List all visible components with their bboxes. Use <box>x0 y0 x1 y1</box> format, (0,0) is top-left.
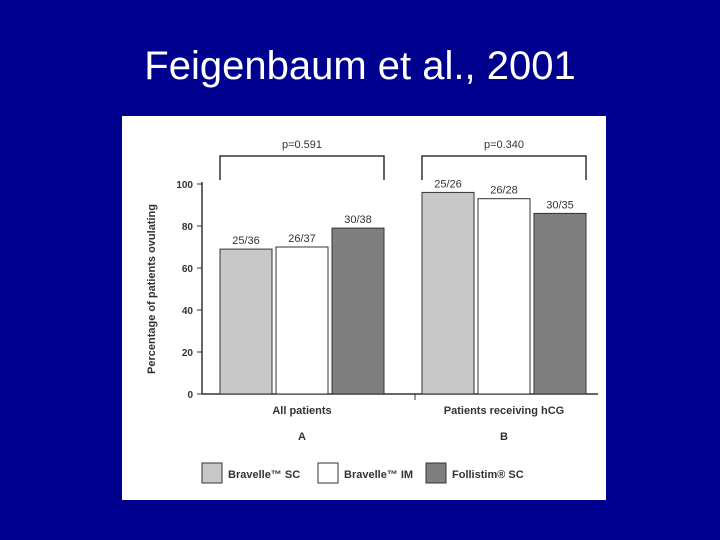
y-axis-title: Percentage of patients ovulating <box>146 204 158 374</box>
bar-all-patients-1 <box>219 248 273 395</box>
bar-data-label: 30/38 <box>344 214 372 226</box>
y-tick-label: 100 <box>176 180 193 191</box>
y-tick-label: 80 <box>182 222 194 233</box>
bar-data-label: 25/36 <box>232 235 260 247</box>
y-tick-label: 0 <box>187 390 193 401</box>
bar-hcg-2 <box>477 198 531 395</box>
bar-all-patients-3 <box>331 227 385 395</box>
significance-bracket <box>219 155 385 180</box>
x-category-label: All patients <box>272 405 331 417</box>
legend-swatch <box>425 462 447 484</box>
panel-label: A <box>298 431 306 443</box>
bar-data-label: 26/37 <box>288 233 316 245</box>
panel-label: B <box>500 431 508 443</box>
bar-hcg-1 <box>421 191 475 395</box>
bar-hcg-3 <box>533 212 587 395</box>
y-tick-label: 20 <box>182 348 194 359</box>
legend-label: Follistim® SC <box>452 469 524 481</box>
legend-swatch <box>317 462 339 484</box>
bar-data-label: 26/28 <box>490 185 518 197</box>
bar-all-patients-2 <box>275 246 329 395</box>
legend-label: Bravelle™ IM <box>344 469 413 481</box>
x-category-label: Patients receiving hCG <box>444 405 564 417</box>
legend-label: Bravelle™ SC <box>228 469 300 481</box>
p-value-label: p=0.591 <box>282 139 322 151</box>
significance-bracket <box>421 155 587 180</box>
bar-data-label: 25/26 <box>434 178 462 190</box>
slide-title: Feigenbaum et al., 2001 <box>144 44 576 88</box>
bar-chart: 0 20 40 60 80 100 Percentage of patients ovula… <box>146 139 598 484</box>
legend-swatch <box>201 462 223 484</box>
y-tick-label: 60 <box>182 264 194 275</box>
chart-panel: 0 20 40 60 80 100 Percentage of patients ovula… <box>122 116 606 500</box>
p-value-label: p=0.340 <box>484 139 524 151</box>
bar-data-label: 30/35 <box>546 199 574 211</box>
y-tick-label: 40 <box>182 306 194 317</box>
